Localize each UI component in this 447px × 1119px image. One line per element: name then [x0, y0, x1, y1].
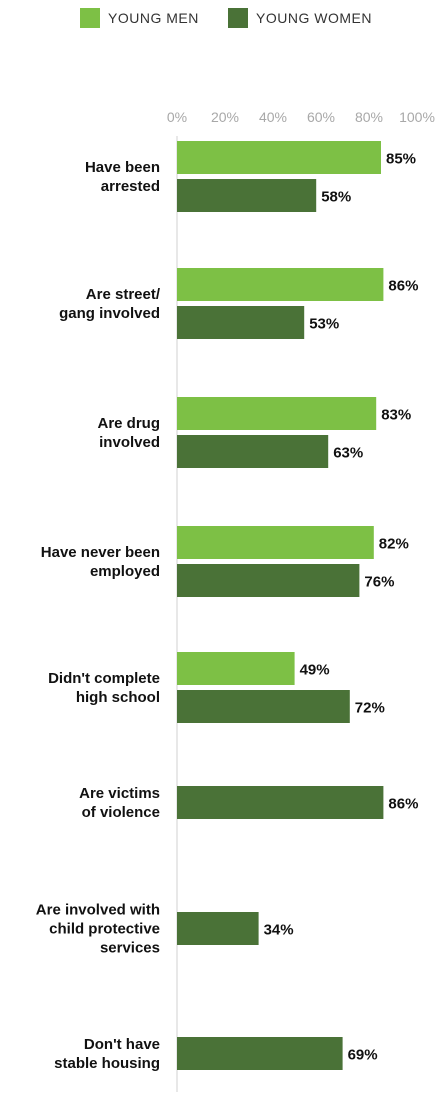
- bar-young-women: [177, 786, 384, 819]
- value-label-young-women: 69%: [348, 1047, 378, 1064]
- category-label-line: Are involved with: [36, 902, 160, 919]
- category-label: Are drug involved: [97, 415, 160, 451]
- category-label-line: Don't have: [84, 1036, 160, 1053]
- category-label-line: stable housing: [54, 1055, 160, 1072]
- bar-young-men: [177, 652, 295, 685]
- x-tick-label: 0%: [167, 109, 187, 125]
- category-label-line: services: [100, 940, 160, 957]
- x-tick-label: 60%: [307, 109, 335, 125]
- x-tick-label: 80%: [355, 109, 383, 125]
- category-label-line: child protective: [49, 921, 160, 938]
- category-label-line: employed: [90, 563, 160, 580]
- value-label-young-women: 76%: [364, 574, 394, 591]
- bar-young-women: [177, 306, 305, 339]
- legend-item-young-men: YOUNG MEN: [80, 6, 199, 30]
- bar-young-women: [177, 912, 259, 945]
- category-label: Are victims of violence: [79, 785, 160, 821]
- x-tick-label: 40%: [259, 109, 287, 125]
- value-label-young-men: 82%: [379, 536, 409, 553]
- category-label-line: arrested: [101, 178, 160, 195]
- category-label-line: high school: [76, 689, 160, 706]
- bar-young-women: [177, 1037, 343, 1070]
- value-label-young-men: 83%: [381, 407, 411, 424]
- category-label-line: Have been: [85, 159, 160, 176]
- value-label-young-women: 53%: [309, 316, 339, 333]
- bar-young-women: [177, 564, 360, 597]
- bar-young-men: [177, 268, 384, 301]
- legend-swatch-young-women: [228, 8, 248, 28]
- legend: YOUNG MEN YOUNG WOMEN: [0, 6, 447, 30]
- value-label-young-women: 86%: [388, 796, 418, 813]
- value-label-young-women: 72%: [355, 700, 385, 717]
- category-label-line: Are street/: [86, 286, 161, 303]
- category-label: Have been arrested: [85, 159, 160, 195]
- category-label: Have never been employed: [41, 544, 160, 580]
- bar-young-women: [177, 435, 329, 468]
- category-label-line: involved: [99, 434, 160, 451]
- category-label-line: Are victims: [79, 785, 160, 802]
- bar-young-men: [177, 397, 377, 430]
- bar-young-men: [177, 141, 381, 174]
- x-tick-label: 20%: [211, 109, 239, 125]
- value-label-young-women: 58%: [321, 189, 351, 206]
- value-label-young-men: 49%: [300, 662, 330, 679]
- category-label-line: Have never been: [41, 544, 160, 561]
- bar-young-women: [177, 179, 317, 212]
- value-label-young-women: 63%: [333, 445, 363, 462]
- legend-swatch-young-men: [80, 8, 100, 28]
- category-label: Are street/gang involved: [59, 286, 161, 322]
- category-label: Are involved with child protective service…: [36, 902, 160, 957]
- value-label-young-women: 34%: [264, 922, 294, 939]
- category-label-line: gang involved: [59, 305, 160, 322]
- category-label-line: of violence: [82, 804, 160, 821]
- category-label-line: Didn't complete: [48, 670, 160, 687]
- category-label: Didn't complete high school: [48, 670, 160, 706]
- bar-young-women: [177, 690, 350, 723]
- legend-label-young-women: YOUNG WOMEN: [256, 10, 372, 26]
- category-label-line: Are drug: [97, 415, 160, 432]
- category-label: Don't have stable housing: [54, 1036, 160, 1072]
- legend-label-young-men: YOUNG MEN: [108, 10, 199, 26]
- value-label-young-men: 85%: [386, 151, 416, 168]
- value-label-young-men: 86%: [388, 278, 418, 295]
- x-tick-label: 100%: [399, 109, 435, 125]
- legend-item-young-women: YOUNG WOMEN: [228, 6, 372, 30]
- bar-young-men: [177, 526, 374, 559]
